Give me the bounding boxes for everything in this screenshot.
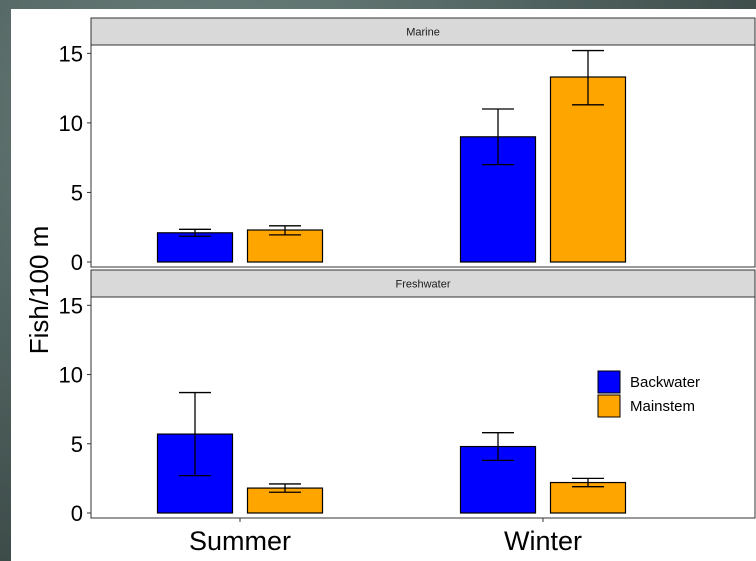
legend-label: Mainstem [630,398,695,415]
facet-strip-label: Freshwater [395,279,450,291]
y-tick-label: 0 [71,250,83,275]
y-tick-label: 0 [71,501,83,526]
panel-border [90,44,756,268]
y-tick-label: 5 [71,432,83,457]
legend-key [597,370,621,394]
y-tick-label: 5 [71,180,83,205]
y-tick-label: 15 [59,293,83,318]
chart-frame: Fish/100 m Marine 0 5 10 15 Freshwater 0 5 10 15 S… [11,9,756,561]
y-tick-label: 10 [59,111,83,136]
y-tick-label: 15 [59,41,83,66]
bar [549,76,627,263]
y-axis-title: Fish/100 m [24,226,54,355]
y-tick-label: 10 [59,363,83,388]
facet-strip [90,17,756,46]
x-tick-label: Summer [189,526,291,556]
faceted-bar-chart: Fish/100 m Marine 0 5 10 15 Freshwater 0 5 10 15 S… [24,17,756,556]
legend-label: Backwater [630,374,700,391]
panel-border [90,296,756,519]
x-tick-label: Winter [504,526,582,556]
facet-strip-label: Marine [406,27,440,39]
legend-key [597,394,621,418]
bar [156,232,234,263]
